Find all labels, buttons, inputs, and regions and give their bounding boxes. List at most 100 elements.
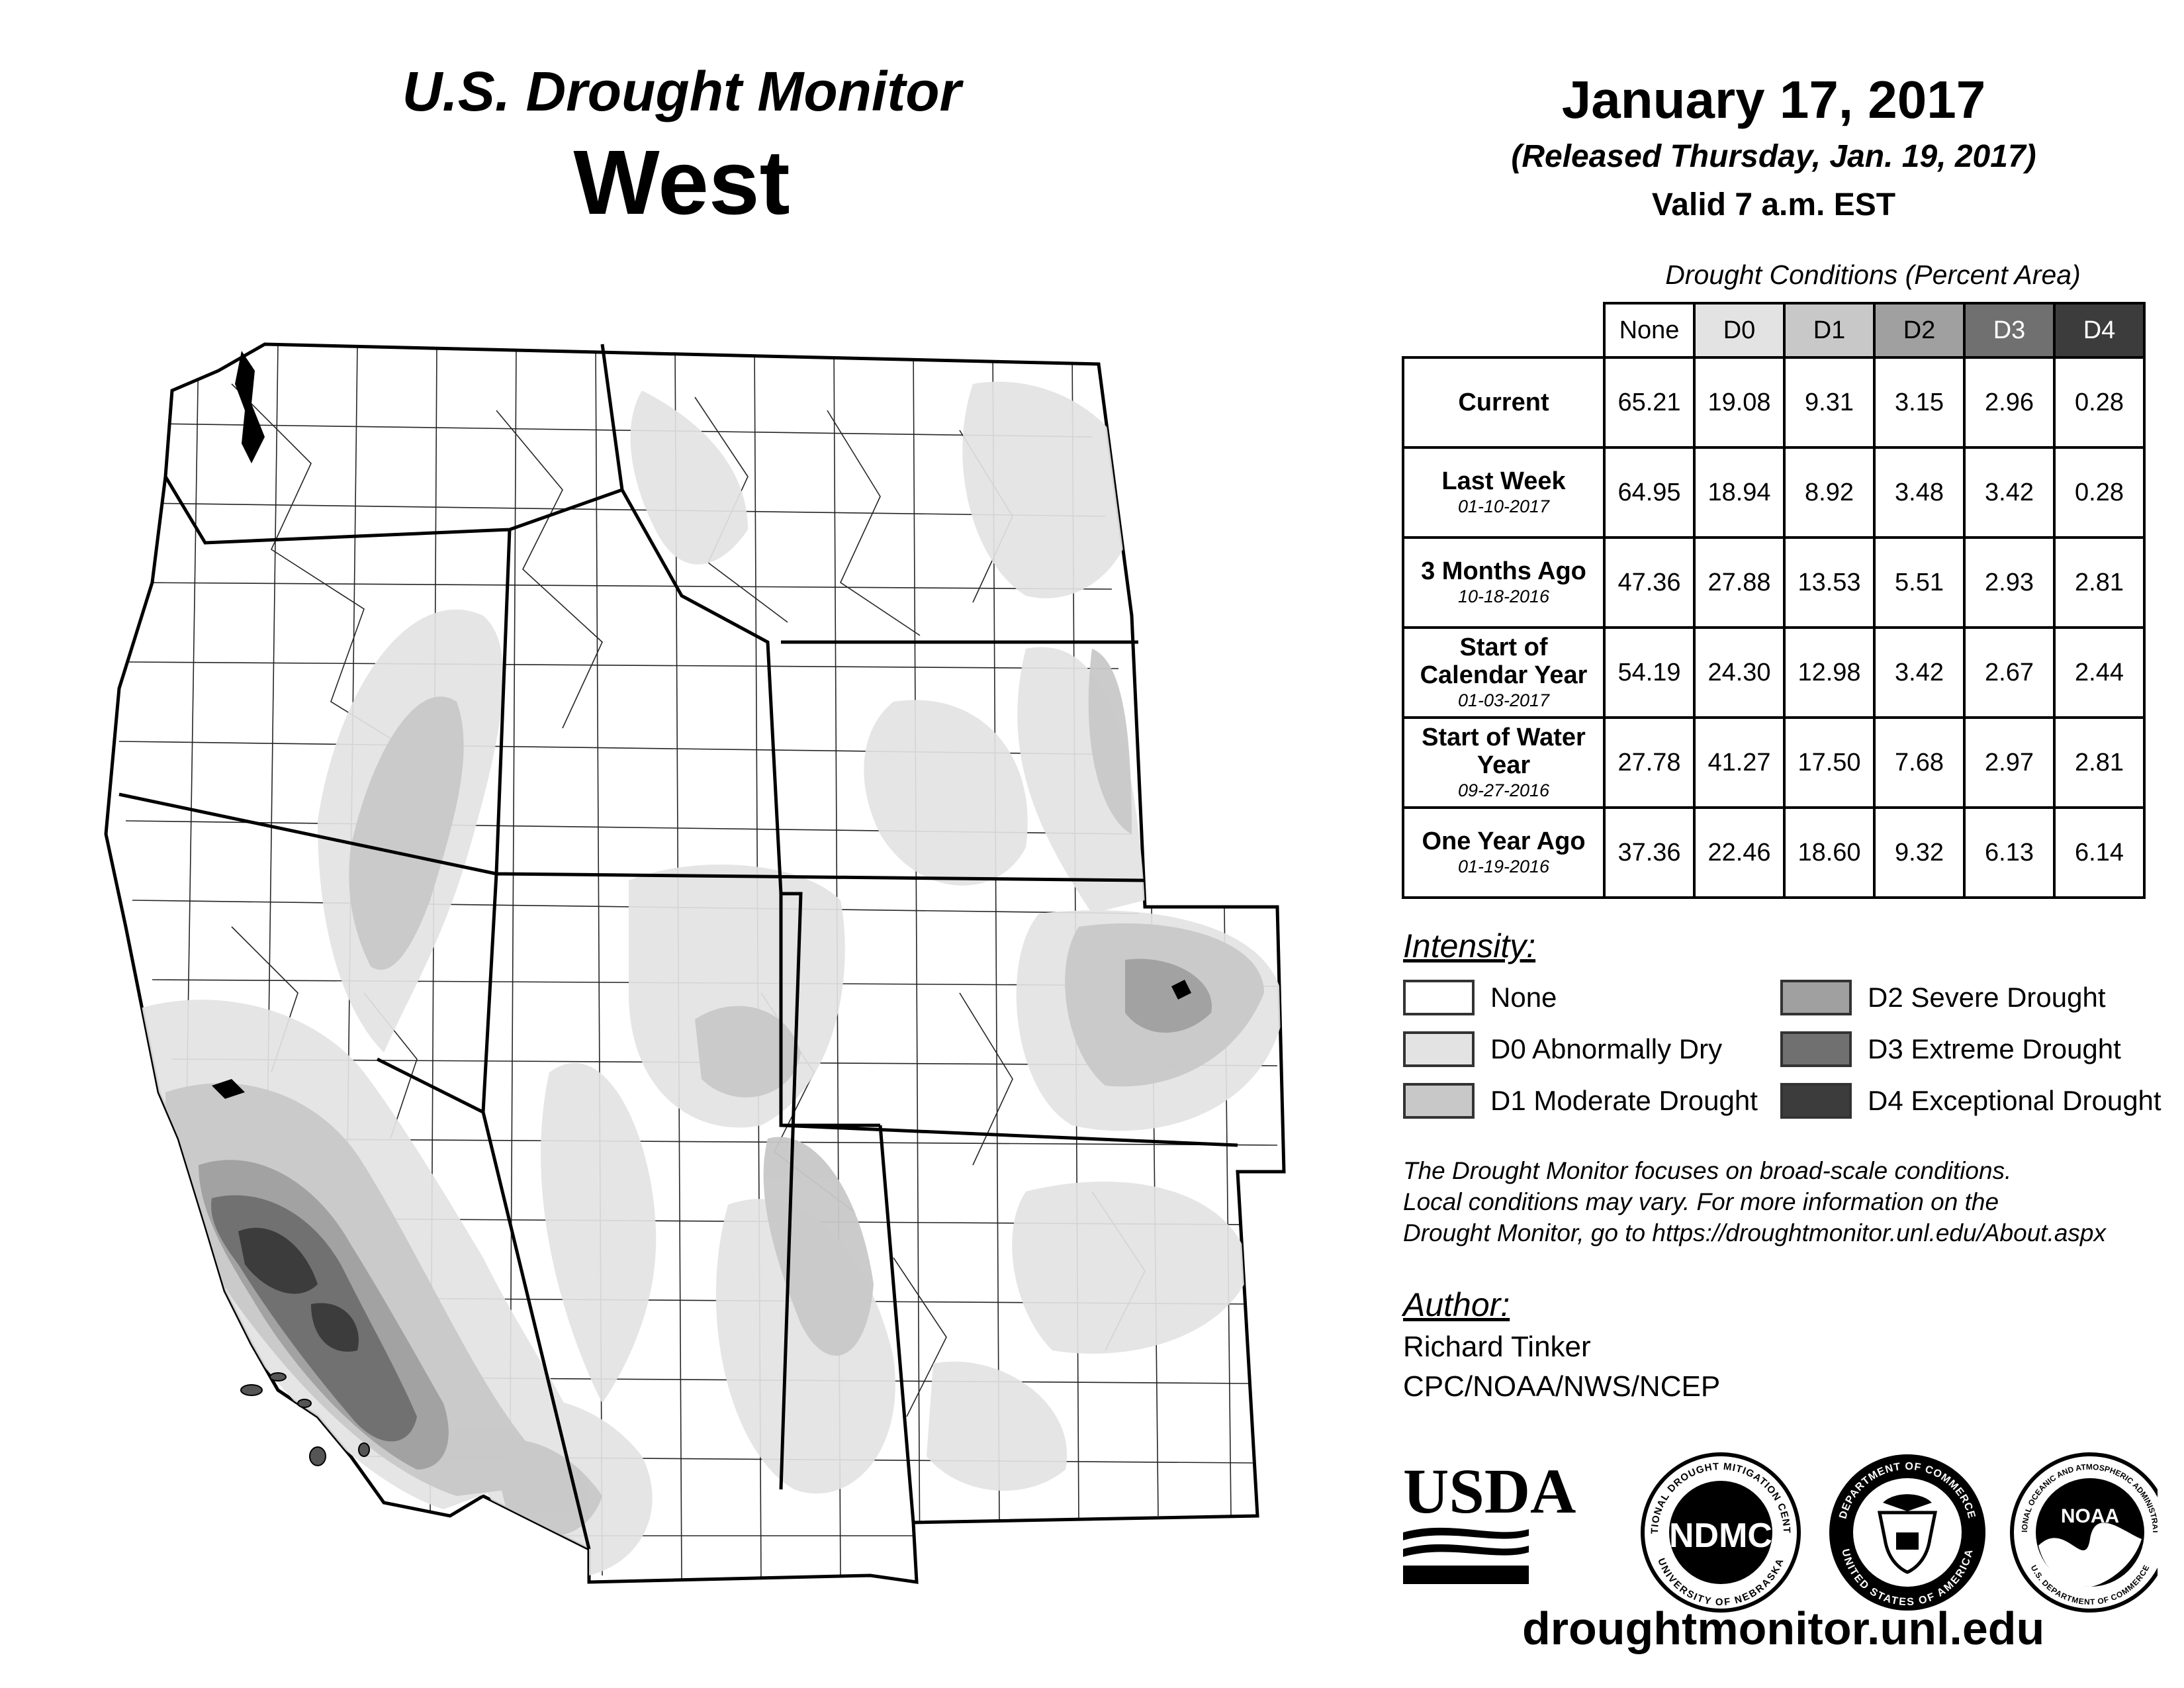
table-cell: 18.94 (1693, 446, 1786, 539)
row-date: 09-27-2016 (1457, 780, 1550, 800)
table-cell: 9.31 (1783, 356, 1876, 449)
table-cell: 65.21 (1603, 356, 1696, 449)
legend-item-d4: D4 Exceptional Drought (1780, 1083, 2161, 1119)
legend-swatch (1403, 1031, 1475, 1067)
legend-swatch (1403, 980, 1475, 1015)
table-cell: 27.88 (1693, 536, 1786, 629)
legend-label: D1 Moderate Drought (1490, 1085, 1758, 1116)
legend-item-none: None (1403, 980, 1557, 1015)
row-label-text: Current (1458, 389, 1549, 416)
table-cell: 17.50 (1783, 716, 1876, 809)
disclaimer-notes: The Drought Monitor focuses on broad-sca… (1403, 1155, 2106, 1248)
row-label: Start of Calendar Year 01-03-2017 (1402, 626, 1606, 719)
row-date: 01-10-2017 (1457, 496, 1550, 516)
table-cell: 8.92 (1783, 446, 1876, 539)
table-cell: 2.81 (2053, 716, 2146, 809)
legend-item-d2: D2 Severe Drought (1780, 980, 2106, 1015)
legend-label: D4 Exceptional Drought (1868, 1085, 2161, 1116)
table-cell: 5.51 (1873, 536, 1966, 629)
table-cell: 0.28 (2053, 446, 2146, 539)
table-cell: 7.68 (1873, 716, 1966, 809)
ndmc-logo-text: NDMC (1669, 1517, 1772, 1555)
table-cell: 2.93 (1963, 536, 2056, 629)
table-cell: 47.36 (1603, 536, 1696, 629)
row-label: Start of Water Year 09-27-2016 (1402, 716, 1606, 809)
row-label: Last Week 01-10-2017 (1402, 446, 1606, 539)
state-borders (118, 344, 1238, 1550)
table-row: Start of Water Year 09-27-2016 27.78 41.… (1402, 716, 2146, 809)
table-corner (1403, 303, 1606, 359)
valid-time: Valid 7 a.m. EST (1651, 187, 1896, 222)
author-name: Richard Tinker (1403, 1331, 1591, 1363)
table-cell: 54.19 (1603, 626, 1696, 719)
usda-logo-text: USDA (1403, 1456, 1576, 1526)
release-date: (Released Thursday, Jan. 19, 2017) (1511, 139, 2036, 174)
table-cell: 18.60 (1783, 806, 1876, 899)
title-line1: U.S. Drought Monitor (402, 60, 962, 122)
table-cell: 9.32 (1873, 806, 1966, 899)
table-header-row: None D0 D1 D2 D3 D4 (1403, 302, 2146, 359)
title-region: West (573, 132, 790, 234)
table-caption: Drought Conditions (Percent Area) (1665, 259, 2081, 290)
row-label-text: Last Week (1441, 467, 1566, 495)
table-cell: 12.98 (1783, 626, 1876, 719)
noaa-logo-text: NOAA (2061, 1505, 2119, 1527)
table-cell: 24.30 (1693, 626, 1786, 719)
table-cell: 3.15 (1873, 356, 1966, 449)
drought-stats-table: None D0 D1 D2 D3 D4 Current 65.21 19.08 … (1402, 302, 2146, 899)
table-cell: 41.27 (1693, 716, 1786, 809)
table-row: Last Week 01-10-2017 64.95 18.94 8.92 3.… (1402, 446, 2146, 539)
row-label-text: Start of Calendar Year (1420, 633, 1588, 689)
row-label: Current (1402, 356, 1606, 449)
row-date: 01-03-2017 (1457, 690, 1550, 710)
row-label-text: One Year Ago (1422, 827, 1586, 855)
table-row: 3 Months Ago 10-18-2016 47.36 27.88 13.5… (1402, 536, 2146, 629)
author-heading: Author: (1403, 1286, 1510, 1323)
drought-d4-areas (238, 1227, 359, 1352)
legend-title: Intensity: (1403, 927, 1536, 964)
agency-logos: USDA NDMC NATIONAL DROUGHT MITIGATION CE… (1396, 1440, 2158, 1613)
note-line: Local conditions may vary. For more info… (1403, 1188, 1999, 1215)
row-date: 01-19-2016 (1457, 857, 1550, 876)
website-link[interactable]: droughtmonitor.unl.edu (1522, 1603, 2045, 1654)
column-header: D0 (1693, 302, 1786, 359)
legend-item-d3: D3 Extreme Drought (1780, 1031, 2121, 1067)
column-header: D2 (1873, 302, 1966, 359)
legend-label: D2 Severe Drought (1868, 982, 2106, 1013)
table-cell: 6.14 (2053, 806, 2146, 899)
legend-item-d1: D1 Moderate Drought (1403, 1083, 1758, 1119)
row-label-text: Start of Water Year (1422, 724, 1586, 779)
row-label-text: 3 Months Ago (1421, 557, 1586, 585)
table-cell: 2.96 (1963, 356, 2056, 449)
table-cell: 2.44 (2053, 626, 2146, 719)
legend-item-d0: D0 Abnormally Dry (1403, 1031, 1722, 1067)
legend-swatch (1780, 980, 1852, 1015)
legend-label: D3 Extreme Drought (1868, 1033, 2121, 1064)
table-cell: 19.08 (1693, 356, 1786, 449)
column-header: D4 (2053, 302, 2146, 359)
column-header: D3 (1963, 302, 2056, 359)
channel-islands (240, 1372, 370, 1466)
legend-swatch (1403, 1083, 1475, 1119)
table-cell: 22.46 (1693, 806, 1786, 899)
table-cell: 3.48 (1873, 446, 1966, 539)
table-cell: 3.42 (1873, 626, 1966, 719)
table-row: One Year Ago 01-19-2016 37.36 22.46 18.6… (1402, 806, 2146, 899)
table-cell: 37.36 (1603, 806, 1696, 899)
table-cell: 0.28 (2053, 356, 2146, 449)
row-label: 3 Months Ago 10-18-2016 (1402, 536, 1606, 629)
commerce-seal: DEPARTMENT OF COMMERCE UNITED STATES OF … (1829, 1454, 1985, 1611)
table-row: Start of Calendar Year 01-03-2017 54.19 … (1402, 626, 2146, 719)
table-cell: 13.53 (1783, 536, 1876, 629)
legend-swatch (1780, 1031, 1852, 1067)
table-cell: 27.78 (1603, 716, 1696, 809)
drought-map (104, 342, 1286, 1584)
legend-label: D0 Abnormally Dry (1490, 1033, 1723, 1064)
table-cell: 2.81 (2053, 536, 2146, 629)
row-date: 10-18-2016 (1457, 586, 1550, 606)
map-title: U.S. Drought Monitor West (251, 60, 1112, 236)
column-header: D1 (1783, 302, 1876, 359)
row-label: One Year Ago 01-19-2016 (1402, 806, 1606, 899)
usda-logo: USDA (1403, 1456, 1576, 1584)
table-cell: 3.42 (1963, 446, 2056, 539)
